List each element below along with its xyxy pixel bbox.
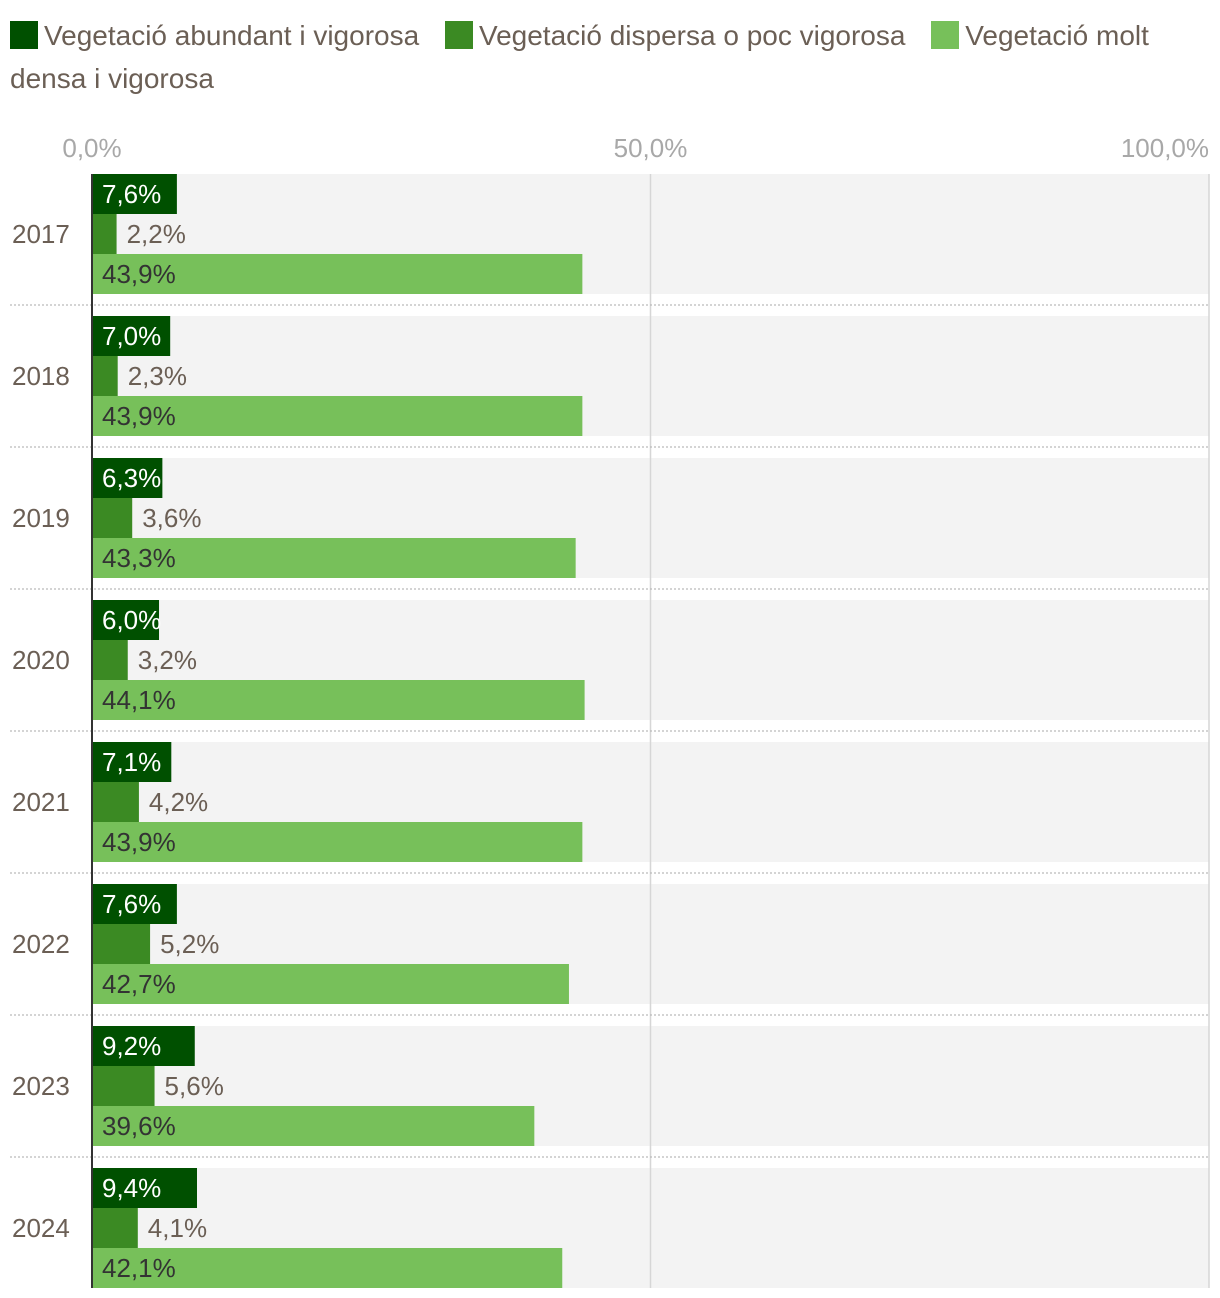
bar-2020-s2 [92, 680, 585, 720]
bar-2023-s1 [92, 1066, 155, 1106]
x-tick-label-0: 0,0% [62, 133, 121, 163]
category-label-2021: 2021 [12, 787, 70, 817]
data-label-2019-s2: 43,3% [102, 543, 176, 573]
data-label-2022-s1: 5,2% [160, 929, 219, 959]
data-label-2023-s0: 9,2% [102, 1031, 161, 1061]
x-tick-label-1: 50,0% [614, 133, 688, 163]
legend-label-abundant: Vegetació abundant i vigorosa [44, 20, 420, 51]
legend-label-densa: Vegetació molt densa i vigorosa [10, 20, 1149, 94]
bar-2019-s0 [92, 458, 163, 498]
bar-2018-s2 [92, 396, 583, 436]
bar-2021-s1 [92, 782, 139, 822]
legend-label-dispersa: Vegetació dispersa o poc vigorosa [478, 20, 906, 51]
bar-2023-s0 [92, 1026, 195, 1066]
bar-2024-s2 [92, 1248, 563, 1288]
bar-2022-s1 [92, 924, 151, 964]
bar-2020-s1 [92, 640, 128, 680]
bar-2024-s0 [92, 1168, 197, 1208]
data-label-2017-s1: 2,2% [127, 219, 186, 249]
data-label-2017-s0: 7,6% [102, 179, 161, 209]
data-label-2023-s2: 39,6% [102, 1111, 176, 1141]
category-label-2024: 2024 [12, 1213, 70, 1243]
data-label-2021-s0: 7,1% [102, 747, 161, 777]
category-label-2023: 2023 [12, 1071, 70, 1101]
data-label-2018-s2: 43,9% [102, 401, 176, 431]
data-label-2024-s0: 9,4% [102, 1173, 161, 1203]
bar-2022-s0 [92, 884, 177, 924]
bar-2018-s0 [92, 316, 171, 356]
legend-swatch-dispersa [444, 21, 473, 49]
bar-2021-s2 [92, 822, 583, 862]
category-label-2020: 2020 [12, 645, 70, 675]
data-label-2017-s2: 43,9% [102, 259, 176, 289]
data-label-2023-s1: 5,6% [165, 1071, 224, 1101]
legend-item-dispersa: Vegetació dispersa o poc vigorosa [444, 20, 906, 51]
data-label-2020-s0: 6,0% [102, 605, 161, 635]
bar-2021-s0 [92, 742, 172, 782]
bar-2019-s2 [92, 538, 576, 578]
data-label-2020-s2: 44,1% [102, 685, 176, 715]
bar-2017-s2 [92, 254, 583, 294]
bar-2017-s1 [92, 214, 117, 254]
data-label-2021-s1: 4,2% [149, 787, 208, 817]
data-label-2018-s0: 7,0% [102, 321, 161, 351]
data-label-2022-s2: 42,7% [102, 969, 176, 999]
category-label-2017: 2017 [12, 219, 70, 249]
legend-swatch-densa [931, 21, 960, 49]
legend-swatch-abundant [10, 21, 38, 49]
legend: Vegetació abundant i vigorosa Vegetació … [10, 14, 1210, 100]
category-label-2019: 2019 [12, 503, 70, 533]
data-label-2024-s2: 42,1% [102, 1253, 176, 1283]
data-label-2024-s1: 4,1% [148, 1213, 207, 1243]
bar-2022-s2 [92, 964, 569, 1004]
legend-item-densa: Vegetació molt densa i vigorosa [10, 20, 1149, 94]
data-label-2021-s2: 43,9% [102, 827, 176, 857]
data-label-2022-s0: 7,6% [102, 889, 161, 919]
data-label-2020-s1: 3,2% [138, 645, 197, 675]
x-tick-label-2: 100,0% [1121, 133, 1209, 163]
legend-item-abundant: Vegetació abundant i vigorosa [10, 20, 419, 51]
bar-2018-s1 [92, 356, 118, 396]
bar-2019-s1 [92, 498, 133, 538]
bar-2020-s0 [92, 600, 160, 640]
bar-2017-s0 [92, 174, 177, 214]
data-label-2019-s0: 6,3% [102, 463, 161, 493]
bar-2023-s2 [92, 1106, 535, 1146]
bar-2024-s1 [92, 1208, 138, 1248]
category-label-2022: 2022 [12, 929, 70, 959]
category-label-2018: 2018 [12, 361, 70, 391]
data-label-2018-s1: 2,3% [128, 361, 187, 391]
data-label-2019-s1: 3,6% [142, 503, 201, 533]
